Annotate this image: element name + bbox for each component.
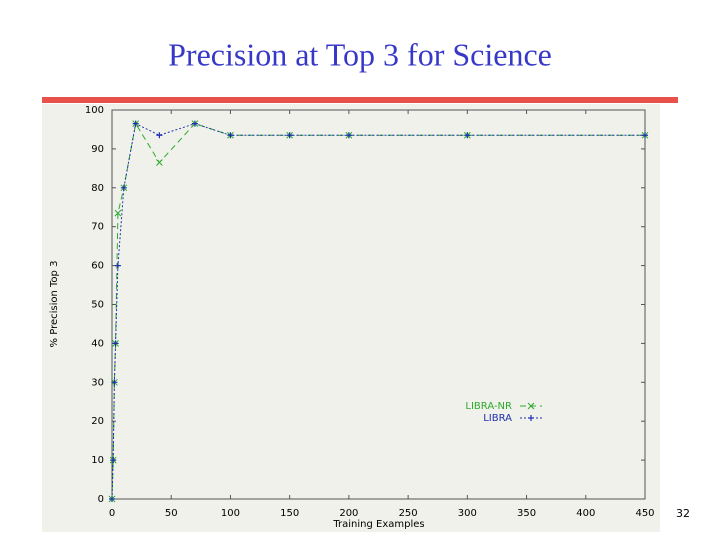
y-tick-label: 10: [91, 455, 104, 466]
legend-label: LIBRA: [483, 413, 512, 424]
data-marker: [132, 120, 139, 127]
page-number: 32: [676, 507, 690, 520]
legend-label: LIBRA-NR: [465, 401, 512, 412]
data-marker: [110, 457, 117, 464]
y-tick-label: 20: [91, 416, 104, 427]
data-marker: [345, 132, 352, 139]
y-tick-label: 70: [91, 222, 104, 233]
data-marker: [111, 379, 118, 386]
data-marker: [156, 159, 163, 166]
x-tick-label: 100: [221, 508, 240, 519]
data-marker: [156, 132, 163, 139]
data-marker: [114, 262, 121, 269]
x-tick-label: 350: [517, 508, 536, 519]
data-line: [111, 122, 645, 500]
data-line: [111, 122, 645, 500]
data-marker: [191, 120, 198, 127]
x-axis-label: Training Examples: [332, 519, 424, 530]
x-tick-label: 0: [109, 508, 115, 519]
x-tick-label: 50: [165, 508, 178, 519]
data-marker: [112, 340, 119, 347]
y-axis-label: % Precision Top 3: [49, 261, 60, 348]
slide-title: Precision at Top 3 for Science: [168, 36, 552, 72]
y-tick-label: 80: [91, 183, 104, 194]
data-marker: [227, 132, 234, 139]
y-tick-label: 30: [91, 377, 104, 388]
y-tick-label: 40: [91, 338, 104, 349]
x-tick-label: 200: [339, 508, 358, 519]
data-marker: [120, 184, 127, 191]
y-tick-label: 50: [91, 300, 104, 311]
title-rule: [42, 97, 678, 103]
data-marker: [527, 402, 535, 410]
data-marker: [114, 209, 122, 217]
data-marker: [286, 132, 293, 139]
x-tick-label: 450: [635, 508, 654, 519]
chart-background: [42, 104, 660, 532]
x-tick-label: 250: [399, 508, 418, 519]
data-marker: [528, 415, 534, 421]
y-tick-label: 90: [91, 144, 104, 155]
y-tick-label: 0: [98, 494, 104, 505]
data-marker: [642, 132, 648, 139]
x-tick-label: 400: [576, 508, 595, 519]
x-tick-label: 300: [458, 508, 477, 519]
x-tick-label: 150: [280, 508, 299, 519]
y-tick-label: 100: [85, 105, 104, 116]
data-marker: [109, 496, 115, 502]
data-marker: [464, 132, 471, 139]
y-tick-label: 60: [91, 261, 104, 272]
